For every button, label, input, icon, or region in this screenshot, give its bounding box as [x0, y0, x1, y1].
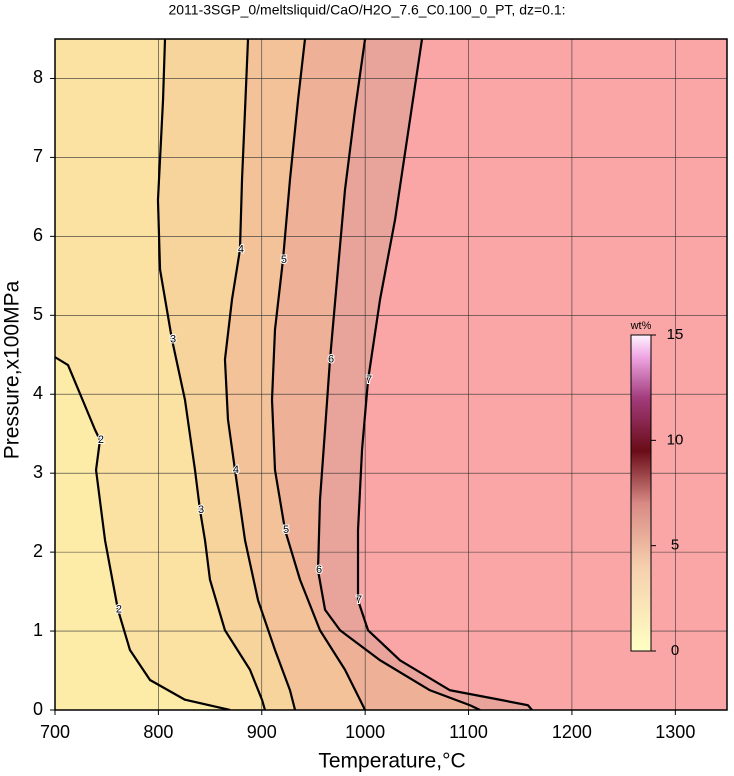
- contour-label: 5: [281, 254, 287, 266]
- contour-line: [55, 356, 231, 710]
- contour-label: 4: [233, 464, 239, 476]
- y-tick-label: 6: [33, 225, 43, 245]
- contour-line: [223, 39, 297, 710]
- y-tick-label: 2: [33, 541, 43, 561]
- x-tick-label: 1300: [655, 722, 695, 742]
- contour-line: [316, 39, 481, 710]
- y-tick-label: 8: [33, 67, 43, 87]
- x-axis-label: Temperature,°C: [318, 750, 465, 773]
- plot-area: 2 2 3 3 4 4 5 5 6 6 7 7: [55, 39, 727, 710]
- y-tick-label: 7: [33, 146, 43, 166]
- contour-line: [156, 39, 267, 710]
- x-tick-label: 900: [247, 722, 277, 742]
- axes: 700 800 900 1000 1100 1200 1300 0 1 2 3 4 5 6 7 8 wt% 0 5 1…: [33, 38, 728, 742]
- colorbar-tick-label: 10: [667, 431, 684, 448]
- contour-label: 7: [366, 374, 372, 386]
- contour-label: 4: [238, 244, 244, 256]
- contour-label: 2: [98, 434, 104, 446]
- colorbar-label: wt%: [630, 320, 652, 332]
- x-tick-label: 1100: [449, 722, 488, 742]
- colorbar-tick-label: 5: [671, 537, 679, 554]
- contour-line: [270, 39, 367, 710]
- y-axis-label: Pressure,x100MPa: [1, 280, 24, 459]
- y-tick-label: 0: [33, 699, 43, 719]
- contour-label: 3: [170, 334, 176, 346]
- y-tick-label: 3: [33, 462, 43, 482]
- contour-label: 6: [328, 353, 334, 365]
- chart-title: 2011-3SGP_0/meltsliquid/CaO/H2O_7.6_C0.1…: [168, 2, 565, 18]
- x-tick-label: 1200: [552, 722, 592, 742]
- colorbar-tick-label: 0: [671, 642, 679, 659]
- y-tick-label: 1: [33, 620, 43, 640]
- x-tick-label: 800: [143, 722, 173, 742]
- y-tick-label: 4: [33, 383, 43, 403]
- contour-label: 2: [116, 604, 122, 616]
- x-tick-label: 1000: [345, 722, 385, 742]
- contour-line: [356, 39, 533, 710]
- colorbar-tick-label: 15: [667, 326, 684, 343]
- contour-label: 3: [198, 504, 204, 516]
- contour-label: 5: [283, 524, 289, 536]
- contour-fill: [55, 39, 265, 710]
- x-tick-label: 700: [40, 722, 70, 742]
- plot-frame: [54, 38, 728, 711]
- contour-label: 6: [316, 564, 322, 576]
- y-tick-label: 5: [33, 304, 43, 324]
- contour-label: 7: [356, 594, 362, 606]
- colorbar: [630, 334, 652, 652]
